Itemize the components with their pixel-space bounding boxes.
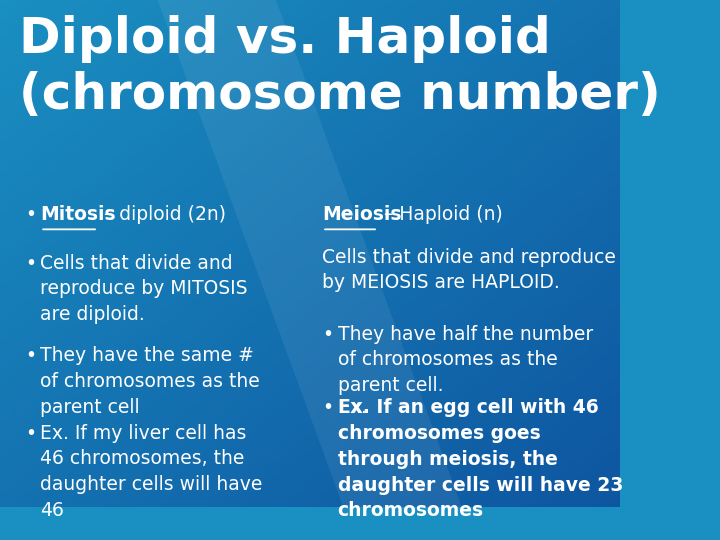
- Text: •: •: [24, 206, 36, 225]
- Text: – Haploid (n): – Haploid (n): [378, 206, 503, 225]
- Text: Mitosis: Mitosis: [40, 206, 116, 225]
- Text: Ex. If an egg cell with 46
chromosomes goes
through meiosis, the
daughter cells : Ex. If an egg cell with 46 chromosomes g…: [338, 399, 623, 521]
- Text: Meiosis: Meiosis: [322, 206, 402, 225]
- Text: Diploid vs. Haploid
(chromosome number): Diploid vs. Haploid (chromosome number): [19, 15, 660, 119]
- Text: •: •: [24, 424, 36, 443]
- Text: Ex.: Ex.: [338, 399, 372, 417]
- Text: •: •: [322, 399, 333, 417]
- Text: They have half the number
of chromosomes as the
parent cell.: They have half the number of chromosomes…: [338, 325, 593, 395]
- Text: Cells that divide and reproduce
by MEIOSIS are HAPLOID.: Cells that divide and reproduce by MEIOS…: [322, 248, 616, 292]
- Text: – diploid (2n): – diploid (2n): [98, 206, 226, 225]
- Text: •: •: [322, 325, 333, 344]
- Text: Cells that divide and
reproduce by MITOSIS
are diploid.: Cells that divide and reproduce by MITOS…: [40, 254, 248, 324]
- Text: Ex. If my liver cell has
46 chromosomes, the
daughter cells will have
46: Ex. If my liver cell has 46 chromosomes,…: [40, 424, 263, 520]
- Text: •: •: [24, 346, 36, 365]
- Text: They have the same #
of chromosomes as the
parent cell: They have the same # of chromosomes as t…: [40, 346, 260, 416]
- Text: •: •: [24, 254, 36, 273]
